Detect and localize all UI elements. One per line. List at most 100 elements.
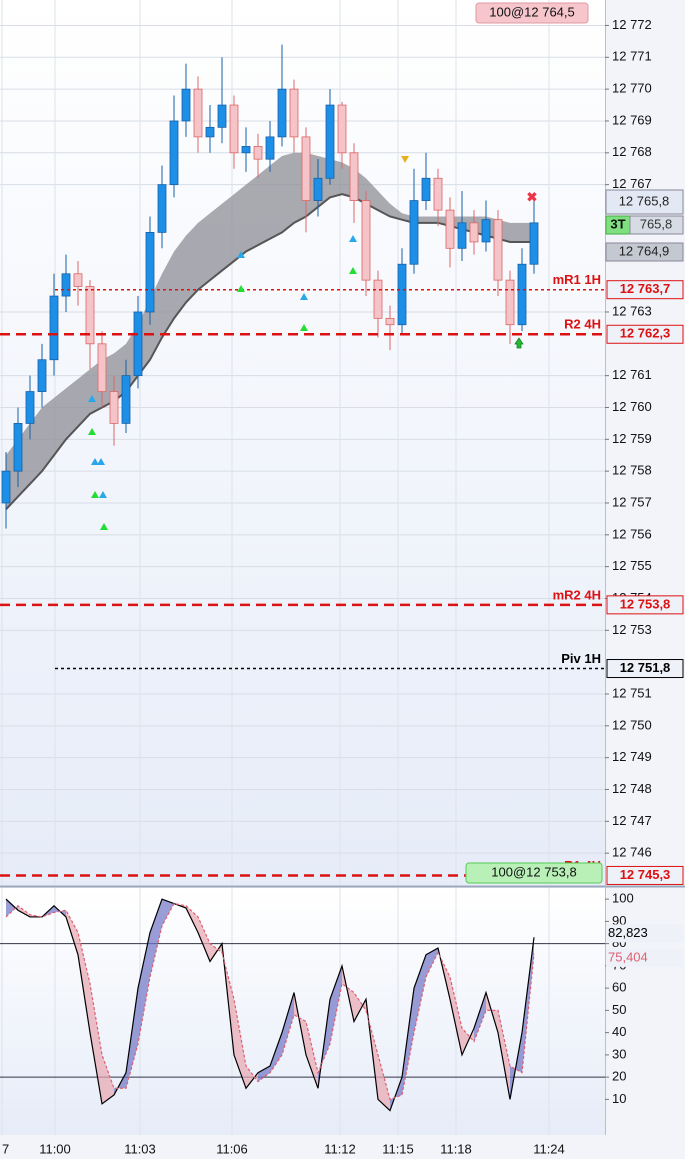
y-tick-label: 12 759	[612, 431, 652, 446]
y-tick-label: 12 772	[612, 17, 652, 32]
level-value-box	[606, 865, 684, 885]
candle-body	[13, 422, 23, 472]
x-tick-label: 11:24	[533, 1141, 565, 1156]
y-tick-label: 12 763	[612, 303, 652, 318]
candle-body	[505, 279, 515, 326]
osc-line	[5, 902, 535, 1101]
x-tick-label: 7	[2, 1141, 9, 1156]
y-tick-label: 12 748	[612, 781, 652, 796]
ask-value: 12 764,9	[619, 243, 670, 258]
x-tick-label: 11:18	[440, 1141, 472, 1156]
y-tick-label: 12 771	[612, 49, 652, 64]
candle-body	[469, 222, 479, 243]
candle-body	[529, 222, 539, 265]
fill-between	[246, 1066, 258, 1089]
y-tick-label: 60	[612, 980, 626, 995]
level-value: 12 762,3	[620, 326, 671, 341]
y-tick-label: 20	[612, 1069, 626, 1084]
band-upper-area	[6, 152, 534, 510]
level-value: 12 745,3	[620, 867, 671, 882]
value-label: 75,404	[608, 949, 648, 964]
level-value: 12 763,7	[620, 281, 671, 296]
fill-between	[426, 948, 438, 978]
y-tick-label: 12 758	[612, 463, 652, 478]
candle-body	[445, 209, 455, 249]
fill-between	[354, 992, 366, 1022]
fill-between	[414, 954, 426, 1033]
candle-body	[517, 263, 527, 326]
value-label: 82,823	[608, 925, 648, 940]
level-value-box	[606, 595, 684, 615]
y-tick-label: 12 760	[612, 399, 652, 414]
y-tick-label: 12 751	[612, 685, 652, 700]
candle-body	[373, 279, 383, 319]
fill-between	[78, 932, 90, 1033]
fill-between	[378, 1054, 390, 1111]
candle-body	[337, 104, 347, 154]
candle-body	[385, 317, 395, 326]
candle-body	[253, 146, 263, 160]
y-tick-label: 12 768	[612, 144, 652, 159]
last-price: 12 765,8	[619, 193, 670, 208]
fill-between	[258, 1066, 270, 1082]
y-tick-label: 12 767	[612, 176, 652, 191]
candle-body	[433, 177, 443, 211]
fill-between	[150, 899, 162, 978]
y-tick-label: 12 761	[612, 367, 652, 382]
candle-body	[397, 263, 407, 326]
candle-body	[205, 126, 215, 138]
candle-body	[169, 120, 179, 186]
fill-between	[282, 992, 294, 1055]
level-value-box	[606, 659, 684, 679]
level-value: 12 751,8	[620, 660, 671, 675]
bid-value: 765,8	[640, 216, 673, 231]
ask-box	[605, 242, 684, 262]
level-name: Piv 1H	[561, 651, 601, 666]
y-tick-label: 90	[612, 913, 626, 928]
level-name: mR1 1H	[553, 272, 601, 287]
candle-body	[1, 470, 11, 504]
candle-body	[85, 286, 95, 345]
x-tick-label: 11:15	[382, 1141, 414, 1156]
price-panel	[0, 0, 605, 885]
candle-body	[409, 200, 419, 265]
osc-line	[5, 898, 535, 1112]
svg-text:✖: ✖	[527, 189, 538, 204]
candle-body	[157, 184, 167, 233]
fill-between	[498, 1010, 510, 1100]
fill-between	[234, 999, 246, 1089]
candle-body	[97, 343, 107, 392]
value-label-box	[606, 924, 683, 943]
y-tick-label: 12 757	[612, 494, 652, 509]
y-tick-label: 12 746	[612, 845, 652, 860]
candle-body	[145, 231, 155, 313]
fill-between	[474, 992, 486, 1042]
y-tick-label: 12 770	[612, 81, 652, 96]
fill-between	[306, 1021, 318, 1089]
candle-body	[181, 88, 191, 122]
y-tick-label: 12 755	[612, 558, 652, 573]
candle-body	[301, 136, 311, 201]
fill-between	[90, 983, 102, 1104]
fill-between	[330, 965, 342, 1044]
signal-markers: ✖	[88, 156, 538, 530]
candle-body	[109, 391, 119, 424]
candle-body	[325, 104, 335, 179]
candle-body	[37, 359, 47, 392]
level-value-box	[606, 280, 684, 300]
y-tick-label: 12 769	[612, 112, 652, 127]
candle-body	[457, 222, 467, 249]
y-tick-label: 100	[612, 891, 634, 906]
candle-body	[313, 177, 323, 201]
x-tick-label: 11:03	[124, 1141, 156, 1156]
y-tick-label: 10	[612, 1091, 626, 1106]
y-tick-label: 40	[612, 1024, 626, 1039]
candle-body	[229, 104, 239, 154]
fill-between	[6, 899, 18, 917]
last-price-box	[605, 189, 684, 215]
fill-between	[138, 932, 150, 1044]
x-tick-label: 11:12	[324, 1141, 356, 1156]
y-tick-label: 12 753	[612, 622, 652, 637]
bid-label: 3T	[610, 216, 625, 231]
